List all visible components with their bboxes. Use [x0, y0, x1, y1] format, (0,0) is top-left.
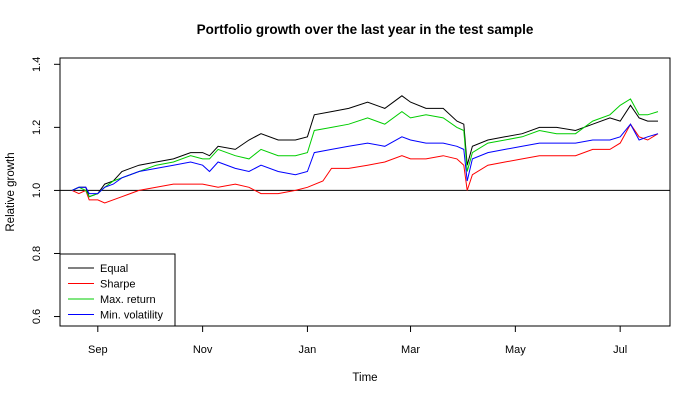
y-tick-label: 1.2 — [31, 120, 43, 135]
y-tick-label: 1.0 — [31, 183, 43, 198]
chart-title: Portfolio growth over the last year in t… — [197, 22, 534, 37]
legend-box — [59, 253, 176, 327]
x-tick-label: Sep — [88, 344, 108, 356]
y-axis-title: Relative growth — [5, 152, 17, 231]
x-tick-label: Nov — [193, 344, 213, 356]
x-tick-label: Jul — [613, 344, 627, 356]
legend-label: Equal — [100, 263, 128, 275]
series-line-min-volatility — [71, 123, 659, 195]
x-axis: Sep Nov Jan Mar May Jul — [88, 326, 627, 356]
series-line-equal — [71, 95, 658, 198]
series-line-sharpe — [71, 123, 659, 204]
x-tick-label: May — [505, 344, 526, 356]
legend-label: Min. volatility — [100, 310, 163, 322]
series-lines — [71, 95, 659, 204]
x-axis-title: Time — [352, 372, 377, 384]
y-tick-label: 0.6 — [31, 309, 43, 324]
y-axis: 0.6 0.8 1.0 1.2 1.4 — [31, 57, 60, 324]
y-tick-label: 1.4 — [31, 57, 43, 72]
series-line-max-return — [71, 98, 659, 198]
x-tick-label: Mar — [401, 344, 420, 356]
legend-label: Sharpe — [100, 279, 135, 291]
legend-label: Max. return — [100, 294, 156, 306]
plot-frame — [59, 57, 671, 327]
legend: Equal Sharpe Max. return Min. volatility — [59, 253, 176, 327]
x-tick-label: Jan — [299, 344, 317, 356]
y-tick-label: 0.8 — [31, 246, 43, 261]
